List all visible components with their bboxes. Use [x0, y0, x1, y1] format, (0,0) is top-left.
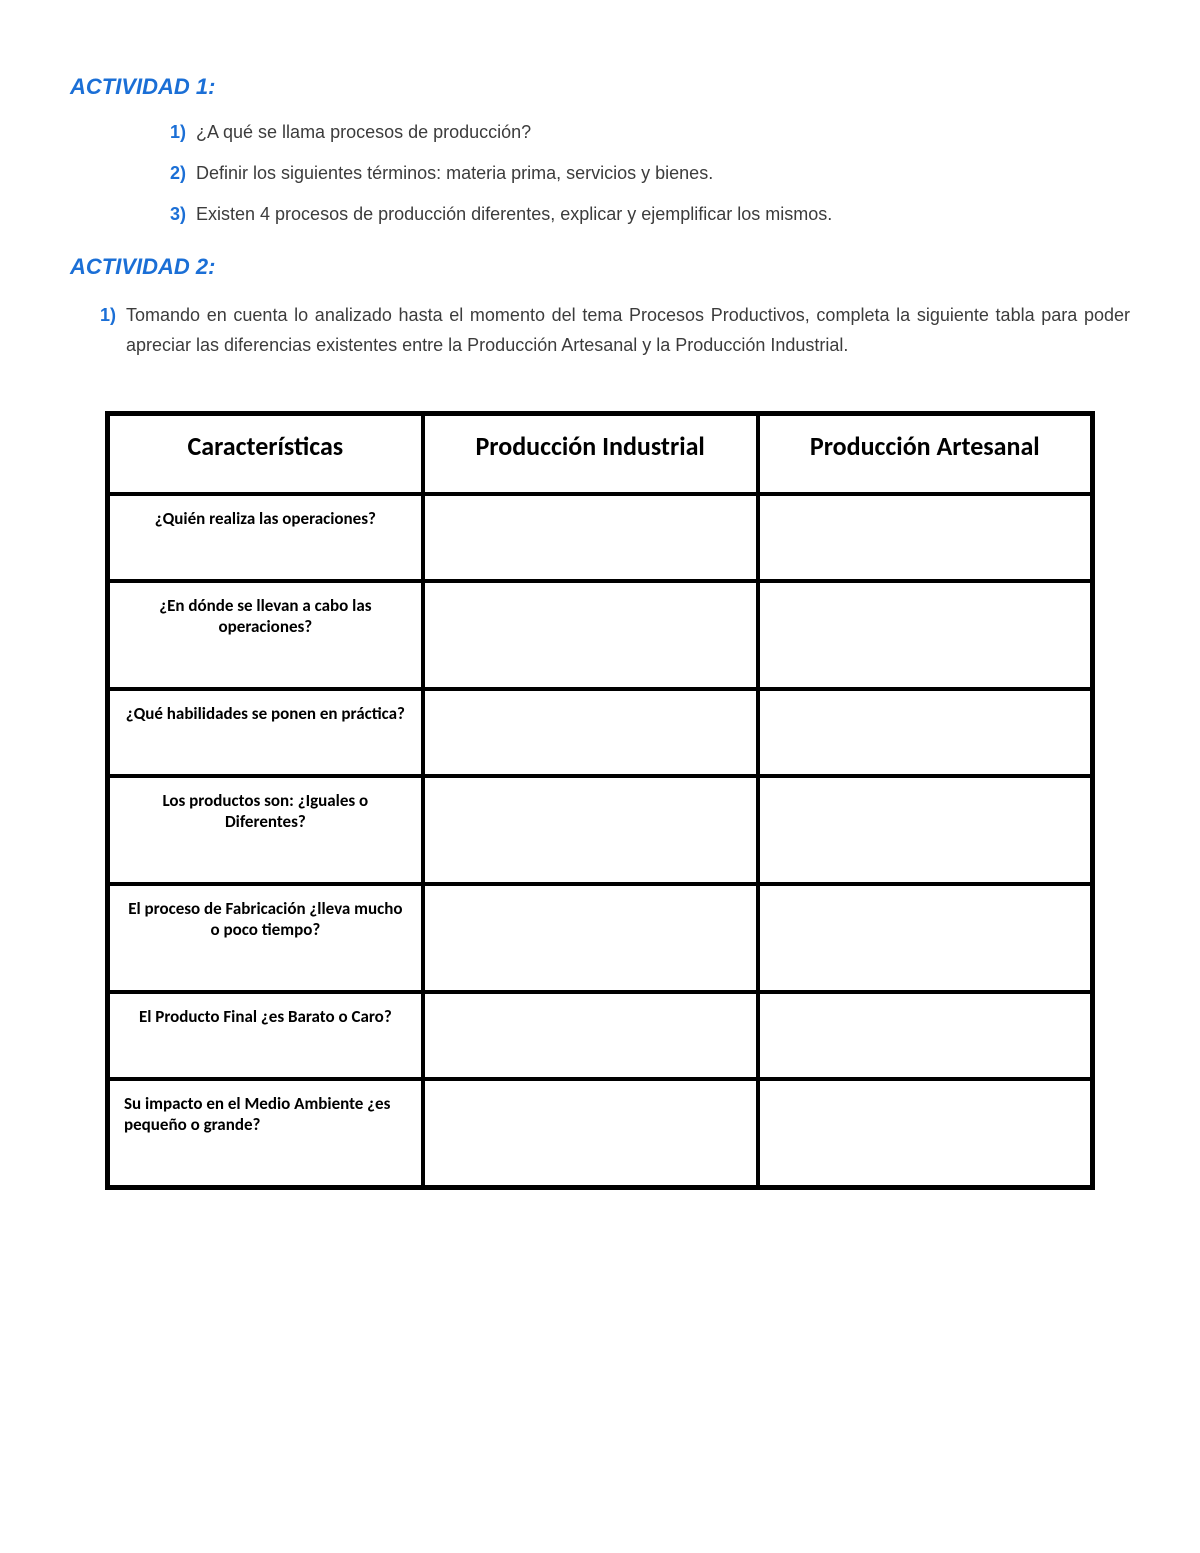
- cell-artesanal[interactable]: [758, 494, 1093, 581]
- comparison-table-wrap: Características Producción Industrial Pr…: [70, 411, 1130, 1190]
- table-body: ¿Quién realiza las operaciones? ¿En dónd…: [108, 494, 1093, 1188]
- cell-characteristic: ¿En dónde se llevan a cabo las operacion…: [108, 581, 423, 689]
- list-item: 1) Tomando en cuenta lo analizado hasta …: [100, 300, 1130, 361]
- table-header-row: Características Producción Industrial Pr…: [108, 413, 1093, 494]
- cell-artesanal[interactable]: [758, 884, 1093, 992]
- table-row: El Producto Final ¿es Barato o Caro?: [108, 992, 1093, 1079]
- cell-characteristic: Su impacto en el Medio Ambiente ¿es pequ…: [108, 1079, 423, 1188]
- activity-2-list: 1) Tomando en cuenta lo analizado hasta …: [100, 300, 1130, 361]
- table-row: ¿En dónde se llevan a cabo las operacion…: [108, 581, 1093, 689]
- cell-industrial[interactable]: [423, 776, 758, 884]
- list-marker: 1): [100, 300, 116, 331]
- list-item: 2) Definir los siguientes términos: mate…: [170, 161, 1130, 186]
- table-row: Los productos son: ¿Iguales o Diferentes…: [108, 776, 1093, 884]
- cell-artesanal[interactable]: [758, 581, 1093, 689]
- cell-artesanal[interactable]: [758, 992, 1093, 1079]
- table-row: ¿Qué habilidades se ponen en práctica?: [108, 689, 1093, 776]
- activity-2-title: ACTIVIDAD 2:: [70, 254, 1130, 280]
- list-marker: 2): [170, 161, 186, 186]
- list-item: 1) ¿A qué se llama procesos de producció…: [170, 120, 1130, 145]
- table-row: El proceso de Fabricación ¿lleva mucho o…: [108, 884, 1093, 992]
- list-item: 3) Existen 4 procesos de producción dife…: [170, 202, 1130, 227]
- cell-industrial[interactable]: [423, 581, 758, 689]
- list-text: Definir los siguientes términos: materia…: [196, 163, 713, 183]
- cell-characteristic: ¿Quién realiza las operaciones?: [108, 494, 423, 581]
- cell-artesanal[interactable]: [758, 776, 1093, 884]
- comparison-table: Características Producción Industrial Pr…: [105, 411, 1095, 1190]
- cell-industrial[interactable]: [423, 689, 758, 776]
- cell-characteristic: Los productos son: ¿Iguales o Diferentes…: [108, 776, 423, 884]
- list-text: Tomando en cuenta lo analizado hasta el …: [126, 305, 1130, 356]
- header-caracteristicas: Características: [108, 413, 423, 494]
- activity-1-list: 1) ¿A qué se llama procesos de producció…: [170, 120, 1130, 228]
- header-industrial: Producción Industrial: [423, 413, 758, 494]
- cell-industrial[interactable]: [423, 884, 758, 992]
- cell-characteristic: ¿Qué habilidades se ponen en práctica?: [108, 689, 423, 776]
- table-row: ¿Quién realiza las operaciones?: [108, 494, 1093, 581]
- cell-artesanal[interactable]: [758, 1079, 1093, 1188]
- list-text: Existen 4 procesos de producción diferen…: [196, 204, 832, 224]
- table-row: Su impacto en el Medio Ambiente ¿es pequ…: [108, 1079, 1093, 1188]
- cell-characteristic: El Producto Final ¿es Barato o Caro?: [108, 992, 423, 1079]
- cell-artesanal[interactable]: [758, 689, 1093, 776]
- list-marker: 1): [170, 120, 186, 145]
- list-marker: 3): [170, 202, 186, 227]
- cell-industrial[interactable]: [423, 992, 758, 1079]
- list-text: ¿A qué se llama procesos de producción?: [196, 122, 531, 142]
- cell-industrial[interactable]: [423, 494, 758, 581]
- header-artesanal: Producción Artesanal: [758, 413, 1093, 494]
- activity-1-title: ACTIVIDAD 1:: [70, 74, 1130, 100]
- cell-characteristic: El proceso de Fabricación ¿lleva mucho o…: [108, 884, 423, 992]
- cell-industrial[interactable]: [423, 1079, 758, 1188]
